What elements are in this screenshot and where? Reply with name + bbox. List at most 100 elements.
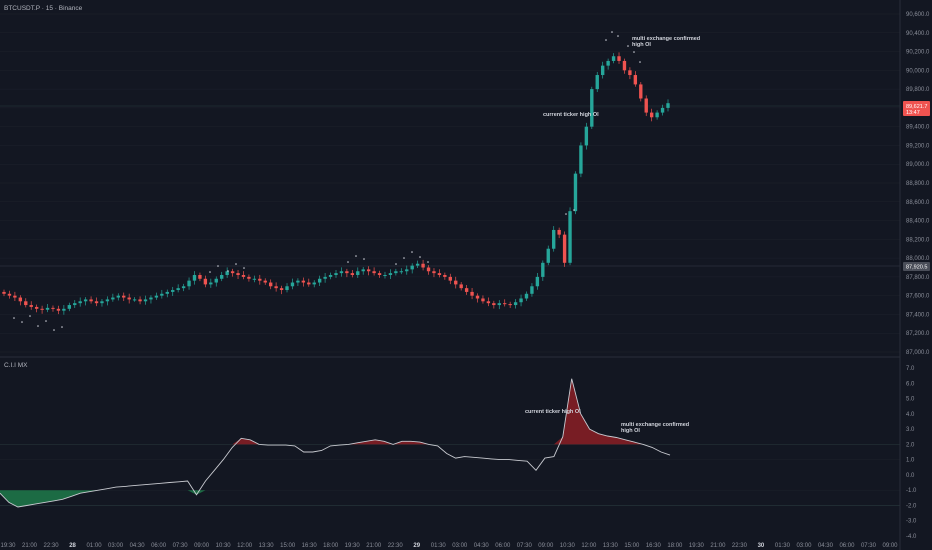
oi-dot — [573, 209, 575, 211]
price-tick-label: 89,800.0 — [906, 87, 930, 93]
candle-body — [486, 301, 491, 304]
time-tick-label: 13:30 — [603, 543, 619, 549]
annotation-current-ticker-oi: current ticker high OI — [525, 409, 581, 415]
candle-body — [568, 211, 572, 263]
candle-body — [214, 278, 218, 283]
time-tick-label: 07:30 — [173, 543, 189, 549]
candle-body — [448, 276, 452, 281]
candle-body — [192, 275, 197, 281]
candle-body — [459, 284, 463, 289]
candle-body — [595, 75, 599, 90]
oi-dot — [45, 320, 47, 322]
candle-body — [579, 145, 583, 174]
symbol-title[interactable]: BTCUSDT.P · 15 · Binance — [4, 5, 83, 12]
oi-dot — [611, 31, 613, 33]
price-tick-label: 89,000.0 — [906, 162, 930, 168]
candle-body — [361, 269, 365, 272]
candle-body — [530, 286, 534, 294]
oi-tick-label: 5.0 — [906, 397, 915, 403]
price-tick-label: 88,200.0 — [906, 237, 930, 243]
time-tick-label: 04:30 — [818, 543, 834, 549]
indicator-title[interactable]: C.I.I MX — [4, 362, 28, 369]
candle-body — [350, 273, 355, 276]
candle-body — [89, 299, 93, 302]
candle-body — [622, 60, 627, 71]
candle-body — [339, 271, 344, 274]
price-tick-label: 87,200.0 — [906, 331, 930, 337]
time-tick-label: 21:00 — [22, 543, 38, 549]
oi-axis: 7.0 6.0 5.0 4.0 3.0 2.0 1.0 0.0 -1.0 -2.0 -3.0 -4.0 — [906, 366, 917, 540]
time-tick-label: 15:00 — [280, 543, 296, 549]
candle-body — [590, 89, 594, 127]
candle-body — [73, 303, 77, 306]
candle-body — [611, 56, 616, 61]
candle-body — [541, 262, 545, 277]
candle-body — [617, 56, 621, 61]
candle-body — [236, 273, 240, 276]
oi-dot — [565, 213, 567, 215]
time-tick-label: 01:30 — [431, 543, 447, 549]
grid-lines — [0, 13, 900, 506]
candle-body — [198, 275, 202, 279]
candle-body — [552, 229, 556, 249]
time-tick-label: 07:30 — [861, 543, 877, 549]
time-tick-label: 21:00 — [366, 543, 382, 549]
time-tick-label: 19:30 — [689, 543, 705, 549]
candle-body — [377, 273, 382, 276]
candle-body — [143, 299, 148, 302]
candle-body — [154, 295, 159, 298]
candle-body — [328, 275, 333, 277]
oi-dot — [209, 271, 211, 273]
candle-body — [426, 267, 431, 272]
candle-body — [437, 273, 442, 276]
candle-body — [383, 275, 387, 277]
candle-body — [606, 60, 610, 66]
time-tick-label: 22:30 — [388, 543, 404, 549]
oi-dot — [411, 251, 413, 253]
candle-body — [247, 276, 251, 279]
candle-body — [312, 282, 316, 285]
price-tick-label: 90,200.0 — [906, 50, 930, 56]
time-tick-label: 03:00 — [108, 543, 124, 549]
candle-body — [100, 301, 104, 304]
oi-series-line — [0, 378, 671, 508]
price-tick-label: 87,600.0 — [906, 294, 930, 300]
time-tick-label: 22:30 — [732, 543, 748, 549]
time-tick-label: 09:00 — [882, 543, 898, 549]
candle-body — [524, 293, 529, 299]
oi-dot — [363, 258, 365, 260]
level-value: 87,920.5 — [906, 265, 927, 271]
candle-body — [51, 307, 55, 309]
price-tick-label: 89,200.0 — [906, 143, 930, 149]
candle-body — [171, 290, 175, 292]
candle-body — [7, 293, 12, 296]
candle-body — [513, 302, 518, 306]
candle-body — [18, 297, 23, 302]
candle-body — [307, 282, 311, 285]
candle-body — [111, 297, 115, 300]
price-tick-label: 88,600.0 — [906, 200, 930, 206]
oi-line — [0, 378, 671, 508]
candle-body — [62, 308, 66, 311]
oi-dot — [355, 255, 357, 257]
oi-tick-label: 0.0 — [906, 473, 915, 479]
candle-body — [230, 271, 235, 274]
candle-body — [290, 282, 295, 287]
candle-body — [132, 299, 137, 301]
candle-body — [83, 299, 88, 302]
candles — [2, 52, 670, 315]
time-tick-label: 03:00 — [452, 543, 468, 549]
oi-dot — [617, 35, 619, 37]
candle-body — [470, 291, 474, 296]
candle-body — [241, 275, 246, 277]
time-tick-label: 30 — [758, 543, 765, 549]
candle-body — [56, 308, 61, 311]
candle-body — [67, 305, 71, 309]
candle-body — [443, 275, 447, 277]
oi-tick-label: -3.0 — [906, 519, 917, 525]
time-tick-label: 19:30 — [0, 543, 16, 549]
time-tick-label: 09:00 — [194, 543, 210, 549]
candle-body — [94, 301, 99, 304]
oi-tick-label: -2.0 — [906, 503, 917, 509]
